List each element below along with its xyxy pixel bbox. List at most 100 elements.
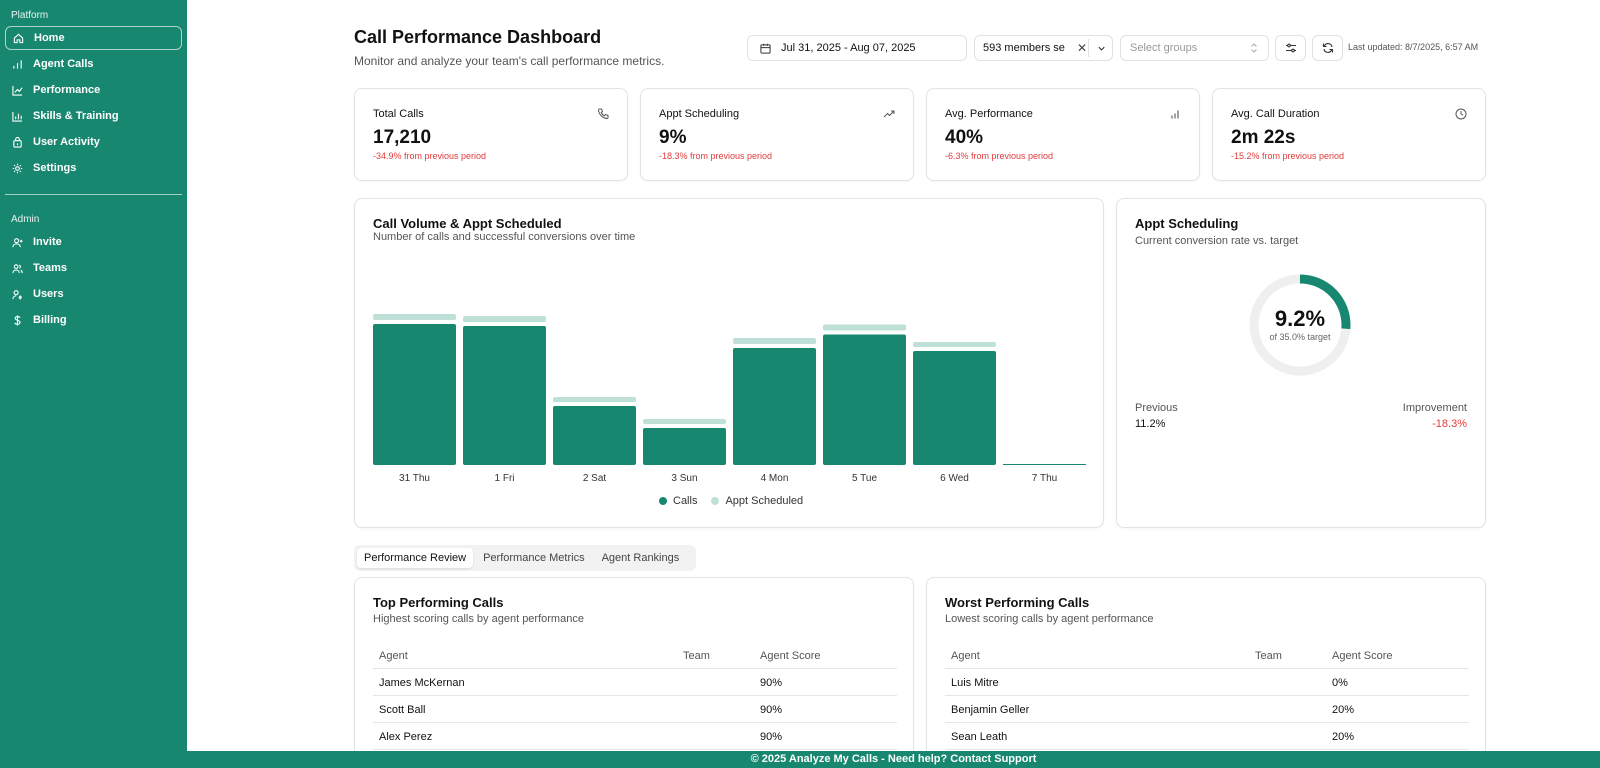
score-cell: 90% — [760, 677, 783, 689]
legend-label: Appt Scheduled — [725, 495, 804, 507]
x-tick-label: 3 Sun — [671, 473, 697, 484]
date-range-picker[interactable]: Jul 31, 2025 - Aug 07, 2025 — [747, 35, 967, 61]
clear-icon[interactable]: ✕ — [1077, 41, 1088, 55]
members-select[interactable]: 593 members se ✕ — [974, 35, 1113, 61]
x-tick-label: 5 Tue — [852, 473, 877, 484]
stat-card-total-calls: Total Calls 17,210 -34.9% from previous … — [354, 88, 628, 181]
x-tick-label: 31 Thu — [399, 473, 430, 484]
score-cell: 0% — [1332, 677, 1348, 689]
tab-agent-rankings[interactable]: Agent Rankings — [601, 552, 680, 564]
bar-chart-icon — [12, 111, 23, 122]
card-subtitle: Highest scoring calls by agent performan… — [373, 613, 584, 625]
column-header-team[interactable]: Team — [1255, 650, 1282, 662]
sidebar-item-teams[interactable]: Teams — [5, 256, 182, 280]
calls-bar[interactable] — [823, 334, 906, 466]
sidebar-item-user-activity[interactable]: User Activity — [5, 130, 182, 154]
members-select-value: 593 members se — [983, 42, 1065, 54]
column-header-team[interactable]: Team — [683, 650, 710, 662]
conversion-donut — [1249, 274, 1351, 376]
table-row[interactable]: Sean Leath 20% — [945, 723, 1469, 750]
table-row[interactable]: Scott Ball 90% — [373, 696, 897, 723]
table-row[interactable]: Alex Perez 90% — [373, 723, 897, 750]
footer[interactable]: © 2025 Analyze My Calls - Need help? Con… — [187, 751, 1600, 768]
previous-label: Previous — [1135, 402, 1178, 414]
stat-value: 17,210 — [373, 127, 432, 148]
sidebar-item-label: Billing — [33, 314, 67, 326]
sidebar-item-label: Teams — [33, 262, 68, 274]
calls-bar[interactable] — [463, 326, 546, 465]
calls-bar[interactable] — [1003, 464, 1086, 465]
agent-cell: Scott Ball — [379, 704, 426, 716]
sidebar-item-label: Invite — [33, 236, 62, 248]
appt-scheduled-bar[interactable] — [733, 338, 816, 344]
filter-button[interactable] — [1275, 35, 1306, 61]
top-calls-table: Agent Team Agent Score James McKernan 90… — [373, 642, 897, 750]
table-row[interactable]: James McKernan 90% — [373, 669, 897, 696]
table-header-row: Agent Team Agent Score — [945, 642, 1469, 669]
members-select-divider — [1088, 39, 1089, 57]
refresh-button[interactable] — [1312, 35, 1343, 61]
appt-scheduled-bar[interactable] — [913, 342, 996, 347]
chart-legend: Calls Appt Scheduled — [659, 495, 803, 507]
appt-scheduled-bar[interactable] — [463, 316, 546, 322]
table-row[interactable]: Benjamin Geller 20% — [945, 696, 1469, 723]
stat-change: -18.3% from previous period — [659, 151, 773, 161]
card-title: Appt Scheduling — [1135, 216, 1239, 231]
chart-title: Call Volume & Appt Scheduled — [373, 216, 562, 231]
refresh-icon — [1322, 43, 1333, 53]
calls-bar[interactable] — [643, 428, 726, 465]
line-chart-icon — [12, 85, 23, 96]
bar-chart-icon — [1171, 110, 1179, 119]
card-subtitle: Lowest scoring calls by agent performanc… — [945, 613, 1154, 625]
card-subtitle: Current conversion rate vs. target — [1135, 235, 1299, 247]
groups-select-placeholder: Select groups — [1130, 42, 1198, 54]
legend-item-appt-scheduled[interactable]: Appt Scheduled — [711, 495, 803, 507]
chevron-up-down-icon — [1251, 43, 1257, 53]
improvement-label: Improvement — [1402, 402, 1467, 414]
legend-swatch — [659, 497, 667, 505]
stat-value: 40% — [945, 127, 984, 148]
chart-subtitle: Number of calls and successful conversio… — [373, 231, 636, 243]
calls-bar[interactable] — [733, 348, 816, 465]
appt-scheduled-bar[interactable] — [643, 419, 726, 424]
sidebar-item-performance[interactable]: Performance — [5, 78, 182, 102]
table-row[interactable]: Luis Mitre 0% — [945, 669, 1469, 696]
appt-scheduled-bar[interactable] — [553, 397, 636, 402]
tab-performance-metrics[interactable]: Performance Metrics — [483, 552, 585, 564]
sidebar-item-agent-calls[interactable]: Agent Calls — [5, 52, 182, 76]
call-volume-chart: 31 Thu 1 Fri 2 Sat 3 Sun 4 Mon 5 Tue 6 Wed 7 Th… — [373, 314, 1086, 484]
column-header-agent-score[interactable]: Agent Score — [1332, 650, 1393, 662]
calls-bar[interactable] — [553, 406, 636, 465]
sidebar-item-settings[interactable]: Settings — [5, 156, 182, 180]
sidebar-item-home[interactable]: Home — [5, 26, 182, 50]
agent-cell: Alex Perez — [379, 731, 433, 743]
sidebar-item-label: Users — [33, 288, 64, 300]
activity-icon — [13, 136, 22, 148]
chevron-down-icon[interactable] — [1096, 43, 1107, 54]
calls-bar[interactable] — [373, 324, 456, 465]
sidebar-item-invite[interactable]: Invite — [5, 230, 182, 254]
x-tick-label: 4 Mon — [761, 473, 789, 484]
column-header-agent[interactable]: Agent — [379, 650, 408, 662]
column-header-agent[interactable]: Agent — [951, 650, 980, 662]
column-header-agent-score[interactable]: Agent Score — [760, 650, 821, 662]
appt-scheduled-bar[interactable] — [823, 324, 906, 331]
card-title: Top Performing Calls — [373, 595, 504, 610]
sidebar-item-skills-training[interactable]: Skills & Training — [5, 104, 182, 128]
legend-item-calls[interactable]: Calls — [659, 495, 697, 507]
appt-scheduling-card: Appt Scheduling Current conversion rate … — [1116, 198, 1486, 528]
tab-performance-review[interactable]: Performance Review — [357, 548, 474, 568]
dollar-icon — [14, 314, 21, 326]
groups-select[interactable]: Select groups — [1120, 35, 1269, 61]
performance-tabs: Performance Review Performance Metrics A… — [354, 545, 696, 571]
sidebar: Platform Home Agent Calls Performance Sk… — [0, 0, 187, 768]
stat-change: -34.9% from previous period — [373, 151, 487, 161]
sidebar-item-billing[interactable]: Billing — [5, 308, 182, 332]
calls-bar[interactable] — [913, 351, 996, 465]
donut-progress-arc — [1249, 274, 1351, 376]
appt-scheduled-bar[interactable] — [373, 314, 456, 320]
page-subtitle: Monitor and analyze your team's call per… — [354, 54, 665, 68]
sidebar-item-users[interactable]: Users — [5, 282, 182, 306]
worst-calls-table: Agent Team Agent Score Luis Mitre 0% Ben… — [945, 642, 1469, 750]
phone-icon — [597, 108, 609, 120]
